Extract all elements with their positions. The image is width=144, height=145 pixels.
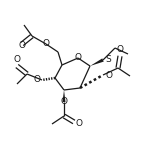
Text: O: O bbox=[75, 119, 82, 128]
Text: O: O bbox=[14, 55, 20, 64]
Text: O: O bbox=[74, 54, 82, 62]
Text: O: O bbox=[105, 70, 112, 79]
Text: O: O bbox=[42, 39, 50, 48]
Text: O: O bbox=[60, 97, 68, 106]
Text: O: O bbox=[116, 45, 124, 54]
Text: O: O bbox=[18, 41, 25, 50]
Polygon shape bbox=[62, 90, 66, 102]
Polygon shape bbox=[90, 58, 104, 66]
Text: O: O bbox=[33, 76, 40, 85]
Text: S: S bbox=[105, 56, 111, 65]
